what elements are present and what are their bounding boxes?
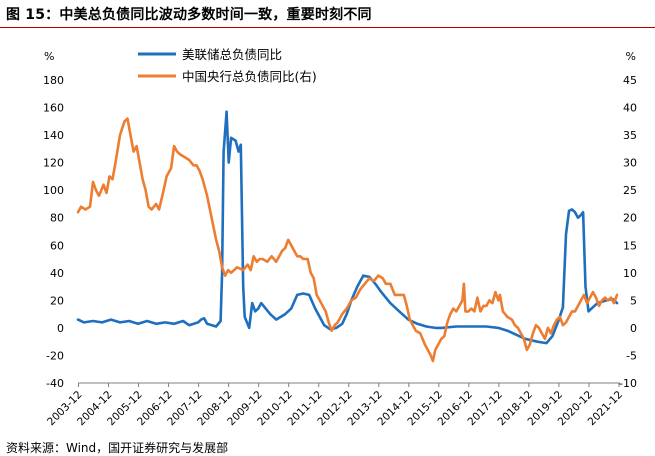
- series-line-fed: [76, 110, 619, 345]
- right-tick-label: 30: [623, 157, 637, 170]
- left-tick-label: 60: [50, 239, 64, 252]
- left-tick-label: 160: [43, 102, 64, 115]
- right-tick-label: -10: [619, 377, 637, 390]
- legend-label: 中国央行总负债同比(右): [182, 69, 317, 84]
- right-tick-label: 25: [623, 184, 637, 197]
- title-rule: [0, 27, 655, 28]
- left-tick-label: -40: [46, 377, 64, 390]
- legend-label: 美联储总负债同比: [182, 47, 282, 62]
- figure-title: 图 15：中美总负债同比波动多数时间一致，重要时刻不同: [6, 7, 372, 23]
- left-tick-label: 20: [50, 294, 64, 307]
- series-line-pboc: [76, 117, 619, 363]
- right-tick-label: 10: [623, 267, 637, 280]
- left-tick-label: 180: [43, 74, 64, 87]
- right-tick-label: 45: [623, 74, 637, 87]
- left-tick-label: 120: [43, 157, 64, 170]
- left-axis-unit: %: [44, 50, 54, 63]
- chart: % % -40 -20 0 20 40 60 80 100 120 140 160 180 -10 -5 0 5 1…: [43, 47, 637, 428]
- axes-layer: % % -40 -20 0 20 40 60 80 100 120 140 160 180 -10 -5 0 5 1…: [43, 50, 637, 428]
- right-tick-label: 15: [623, 239, 637, 252]
- left-tick-label: 40: [50, 267, 64, 280]
- left-tick-label: 100: [43, 184, 64, 197]
- source-note: 资料来源：Wind，国开证券研究与发展部: [6, 441, 229, 455]
- left-tick-label: -20: [46, 349, 64, 362]
- right-axis-unit: %: [626, 50, 636, 63]
- series-layer: [76, 110, 619, 363]
- left-tick-label: 0: [57, 322, 64, 335]
- right-tick-label: 0: [630, 322, 637, 335]
- right-tick-label: 35: [623, 129, 637, 142]
- right-tick-label: 20: [623, 212, 637, 225]
- right-tick-label: 5: [630, 294, 637, 307]
- right-tick-label: -5: [626, 349, 637, 362]
- left-tick-label: 80: [50, 212, 64, 225]
- right-tick-label: 40: [623, 102, 637, 115]
- left-tick-label: 140: [43, 129, 64, 142]
